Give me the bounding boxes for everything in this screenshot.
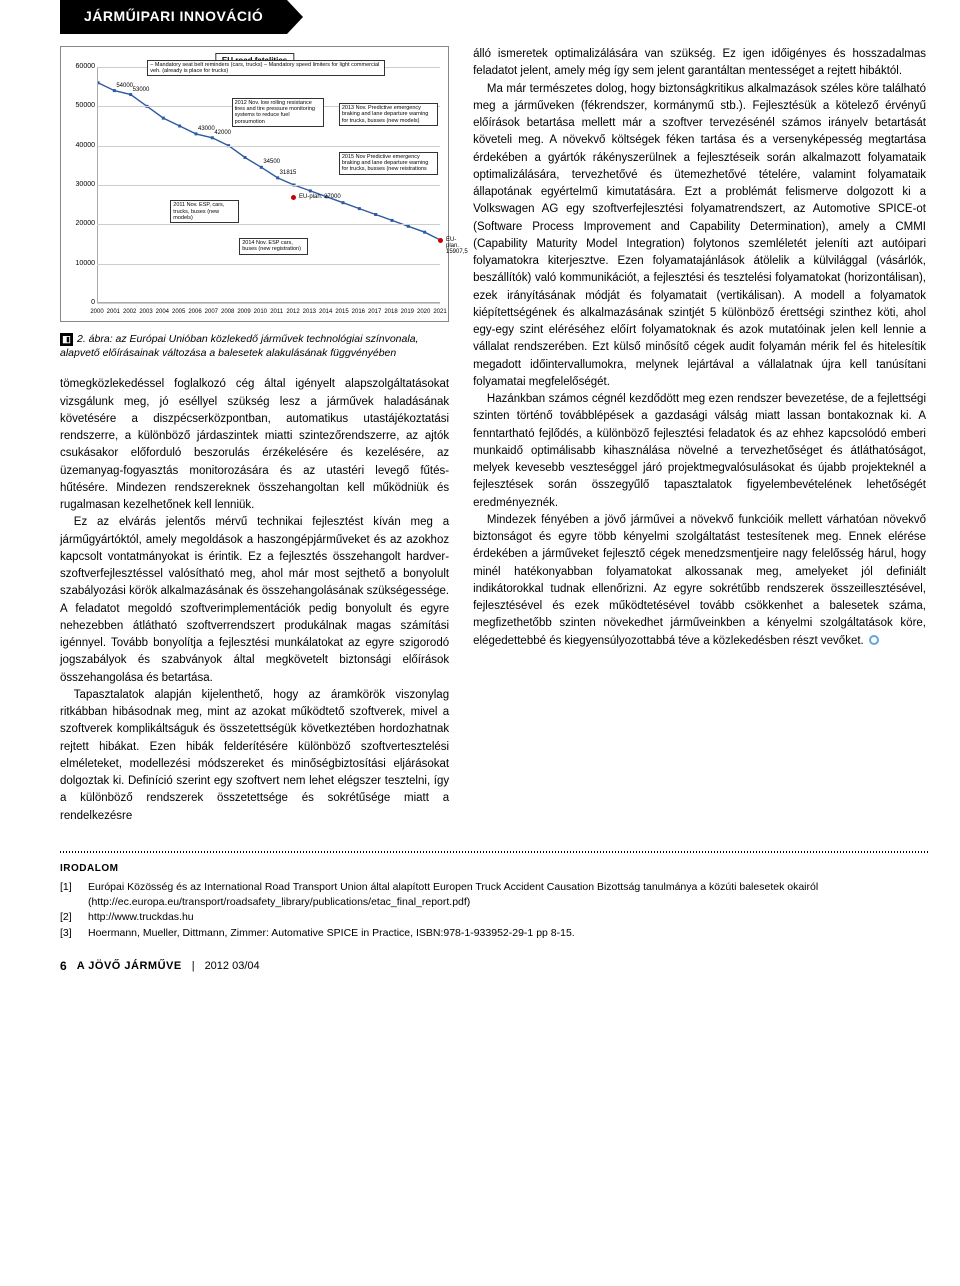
body-paragraph: Ma már természetes dolog, hogy biztonság… (473, 81, 926, 392)
references-list: [1] Európai Közösség és az International … (60, 880, 930, 941)
x-axis-tick: 2020 (417, 309, 430, 315)
data-label: 42000 (214, 130, 231, 136)
y-axis-tick: 60000 (65, 63, 95, 70)
caption-icon: ◧ (60, 333, 73, 346)
reference-item: [3] Hoermann, Mueller, Dittmann, Zimmer: … (60, 926, 930, 941)
x-axis-tick: 2000 (90, 309, 103, 315)
x-axis-tick: 2001 (107, 309, 120, 315)
caption-text: 2. ábra: az Európai Unióban közlekedő já… (60, 333, 418, 359)
x-axis-tick: 2011 (270, 309, 283, 315)
right-column: álló ismeretek optimalizálására van szük… (473, 46, 930, 825)
data-label: 54000 (116, 83, 133, 89)
chart-annotation: 2014 Nov. ESP cars, buses (new registrat… (239, 238, 308, 255)
body-paragraph: álló ismeretek optimalizálására van szük… (473, 46, 926, 81)
issue-label: 2012 03/04 (205, 960, 260, 972)
y-axis-tick: 20000 (65, 220, 95, 227)
page-footer: 6 A JÖVŐ JÁRMŰVE | 2012 03/04 (60, 959, 930, 973)
body-paragraph: Mindezek fényében a jövő járművei a növe… (473, 512, 926, 650)
magazine-name: A JÖVŐ JÁRMŰVE (77, 960, 182, 972)
x-axis-tick: 2010 (254, 309, 267, 315)
end-marker-icon (869, 635, 879, 645)
chart-annotation: 2013 Nov. Predictive emergency braking a… (339, 103, 439, 126)
y-axis-tick: 30000 (65, 181, 95, 188)
gridline (97, 146, 440, 147)
body-paragraph: tömegközlekedéssel foglalkozó cég által … (60, 376, 449, 514)
figure-caption: ◧2. ábra: az Európai Unióban közlekedő j… (60, 332, 449, 360)
section-tab: JÁRMŰIPARI INNOVÁCIÓ (60, 0, 287, 34)
body-paragraph: Ez az elvárás jelentős mérvű technikai f… (60, 514, 449, 687)
data-label: 34500 (263, 159, 280, 165)
chart-annotation: 2011 Nov. ESP, cars, trucks, buses (new … (170, 200, 239, 223)
x-axis-tick: 2019 (401, 309, 414, 315)
x-axis-tick: 2013 (303, 309, 316, 315)
x-axis-tick: 2021 (433, 309, 446, 315)
x-axis-tick: 2004 (156, 309, 169, 315)
eu-plan-label: EU-plan. 27000 (299, 194, 341, 200)
left-column: EU road fatalities 010000200003000040000… (60, 46, 449, 825)
x-axis-tick: 2009 (237, 309, 250, 315)
x-axis-tick: 2015 (335, 309, 348, 315)
tab-tail-shape (287, 0, 303, 34)
eu-plan-marker (291, 195, 296, 200)
gridline (97, 303, 440, 304)
reference-text: Európai Közösség és az International Roa… (88, 880, 930, 910)
x-axis-tick: 2012 (286, 309, 299, 315)
y-axis-tick: 10000 (65, 260, 95, 267)
data-label: 31815 (280, 170, 297, 176)
x-axis-tick: 2017 (368, 309, 381, 315)
eu-plan-label: EU-plan. 15907,5 (446, 237, 468, 255)
x-axis-tick: 2007 (205, 309, 218, 315)
data-label: 43000 (198, 126, 215, 132)
reference-item: [2] http://www.truckdas.hu (60, 910, 930, 925)
y-axis-tick: 0 (65, 299, 95, 306)
reference-text: http://www.truckdas.hu (88, 910, 194, 925)
x-axis-tick: 2016 (352, 309, 365, 315)
x-axis-tick: 2002 (123, 309, 136, 315)
reference-number: [1] (60, 880, 82, 910)
x-axis-tick: 2005 (172, 309, 185, 315)
y-axis-tick: 40000 (65, 142, 95, 149)
body-paragraph: Hazánkban számos cégnél kezdődött meg ez… (473, 391, 926, 512)
reference-number: [3] (60, 926, 82, 941)
gridline (97, 224, 440, 225)
x-axis-tick: 2006 (188, 309, 201, 315)
gridline (97, 264, 440, 265)
reference-text: Hoermann, Mueller, Dittmann, Zimmer: Aut… (88, 926, 575, 941)
eu-plan-marker (438, 238, 443, 243)
chart-frame: EU road fatalities 010000200003000040000… (60, 46, 449, 322)
x-axis-tick: 2018 (384, 309, 397, 315)
page-number: 6 (60, 959, 67, 973)
reference-item: [1] Európai Közösség és az International … (60, 880, 930, 910)
chart-annotation: – Mandatory seat belt reminders (cars, t… (147, 60, 385, 77)
x-axis-tick: 2008 (221, 309, 234, 315)
chart-annotation: 2015 Nov Predictive emergency braking an… (339, 152, 439, 175)
reference-number: [2] (60, 910, 82, 925)
gridline (97, 185, 440, 186)
section-divider (60, 851, 930, 853)
x-axis-tick: 2003 (139, 309, 152, 315)
data-label: 53000 (133, 87, 150, 93)
eu-fatalities-chart: EU road fatalities 010000200003000040000… (63, 49, 446, 319)
y-axis-tick: 50000 (65, 102, 95, 109)
x-axis-tick: 2014 (319, 309, 332, 315)
body-paragraph: Tapasztalatok alapján kijelenthető, hogy… (60, 687, 449, 825)
references-heading: IRODALOM (60, 863, 930, 874)
chart-annotation: 2012 Nov. low rolling resistance tires a… (232, 98, 324, 127)
